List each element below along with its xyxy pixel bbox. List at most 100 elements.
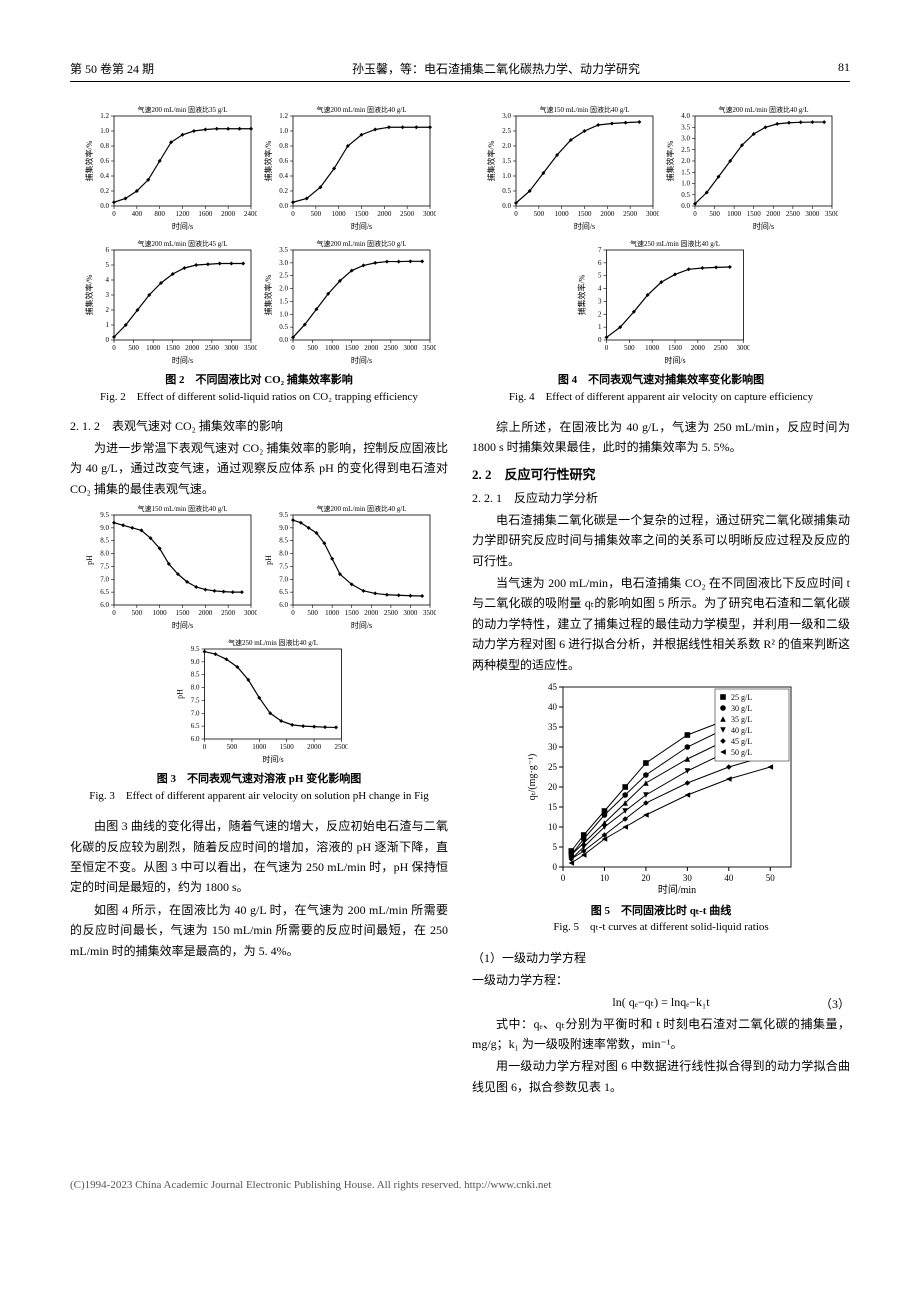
svg-text:500: 500 [534,210,545,218]
page-footer: (C)1994-2023 China Academic Journal Elec… [0,1179,920,1211]
svg-text:0: 0 [561,873,566,883]
svg-text:6.5: 6.5 [100,588,109,596]
svg-text:500: 500 [227,743,238,751]
svg-text:20: 20 [548,782,558,792]
svg-text:1500: 1500 [345,344,360,352]
para-2-1-2-4: 综上所述，在固液比为 40 g/L，气速为 250 mL/min，反应时间为 1… [472,417,850,458]
svg-text:1.0: 1.0 [502,172,511,180]
svg-text:0.5: 0.5 [279,323,288,331]
svg-text:8.0: 8.0 [279,550,288,558]
svg-text:1.5: 1.5 [681,168,690,176]
eq-desc: 式中：qₑ、qₜ分别为平衡时和 t 时刻电石渣对二氧化碳的捕集量，mg/g；k₁… [472,1014,850,1055]
page-header: 第 50 卷第 24 期 孙玉馨，等：电石渣捕集二氧化碳热力学、动力学研究 81 [70,60,850,82]
svg-text:7.0: 7.0 [191,709,200,717]
svg-text:1.0: 1.0 [100,127,109,135]
svg-text:捕集效率/%: 捕集效率/% [84,140,94,181]
svg-text:0.2: 0.2 [100,187,109,195]
svg-text:2: 2 [106,306,110,314]
svg-text:6: 6 [106,246,110,254]
svg-text:3.0: 3.0 [681,135,690,143]
svg-text:5: 5 [106,261,110,269]
svg-text:1500: 1500 [668,344,683,352]
svg-text:1.5: 1.5 [502,157,511,165]
svg-text:30: 30 [683,873,693,883]
svg-text:10: 10 [600,873,610,883]
svg-text:2000: 2000 [364,609,379,617]
svg-text:捕集效率/%: 捕集效率/% [486,140,496,181]
svg-text:2.5: 2.5 [681,146,690,154]
svg-text:0: 0 [291,210,295,218]
svg-text:50: 50 [766,873,776,883]
svg-text:0: 0 [112,210,116,218]
svg-text:0.5: 0.5 [502,187,511,195]
svg-text:9.5: 9.5 [279,511,288,519]
svg-text:气速200 mL/min 固液比40 g/L: 气速200 mL/min 固液比40 g/L [316,105,406,114]
svg-text:8.5: 8.5 [100,537,109,545]
svg-text:1.2: 1.2 [100,112,109,120]
svg-text:9.0: 9.0 [191,658,200,666]
svg-text:1500: 1500 [345,609,360,617]
svg-text:3.5: 3.5 [681,123,690,131]
svg-text:15: 15 [548,802,558,812]
svg-text:500: 500 [307,344,318,352]
svg-text:0.5: 0.5 [681,191,690,199]
svg-text:500: 500 [709,210,720,218]
svg-text:2000: 2000 [185,344,200,352]
svg-text:气速150 mL/min 固液比40 g/L: 气速150 mL/min 固液比40 g/L [137,504,227,513]
svg-text:1500: 1500 [166,344,181,352]
svg-text:1: 1 [598,323,602,331]
svg-text:气速250 mL/min 固液比40 g/L: 气速250 mL/min 固液比40 g/L [630,239,720,248]
svg-text:1000: 1000 [332,210,347,218]
svg-text:时间/s: 时间/s [664,355,685,365]
svg-text:8.5: 8.5 [279,537,288,545]
svg-text:500: 500 [128,344,139,352]
svg-text:1.0: 1.0 [681,180,690,188]
svg-text:1500: 1500 [280,743,295,751]
svg-text:7.5: 7.5 [100,563,109,571]
svg-text:30 g/L: 30 g/L [731,704,752,713]
fig5-caption: 图 5 不同固液比时 qₜ-t 曲线 Fig. 5 qₜ-t curves at… [472,903,850,936]
svg-text:pH: pH [85,555,94,565]
svg-text:3000: 3000 [403,344,418,352]
svg-text:0.2: 0.2 [279,187,288,195]
svg-text:500: 500 [624,344,635,352]
svg-text:1.5: 1.5 [279,297,288,305]
svg-text:500: 500 [311,210,322,218]
svg-text:2500: 2500 [400,210,415,218]
svg-text:35: 35 [548,722,558,732]
svg-text:6.0: 6.0 [279,601,288,609]
fig2-caption: 图 2 不同固液比对 CO₂ 捕集效率影响 Fig. 2 Effect of d… [70,372,448,405]
svg-text:2500: 2500 [221,609,236,617]
right-column: 0500100015002000250030000.00.51.01.52.02… [472,102,850,1099]
svg-text:9.5: 9.5 [100,511,109,519]
svg-text:3500: 3500 [423,344,436,352]
svg-text:1.0: 1.0 [279,310,288,318]
svg-text:0.8: 0.8 [279,142,288,150]
svg-text:气速200 mL/min 固液比40 g/L: 气速200 mL/min 固液比40 g/L [718,105,808,114]
svg-text:时间/s: 时间/s [753,221,774,231]
svg-text:40: 40 [548,702,558,712]
svg-text:3000: 3000 [244,609,257,617]
svg-text:1000: 1000 [146,344,161,352]
svg-text:0.8: 0.8 [100,142,109,150]
svg-text:0: 0 [203,743,207,751]
svg-text:0.0: 0.0 [279,202,288,210]
svg-text:6.5: 6.5 [279,588,288,596]
svg-text:0: 0 [291,609,295,617]
svg-text:0: 0 [553,862,558,872]
svg-text:6.0: 6.0 [191,735,200,743]
para-2-2-1-2: 当气速为 200 mL/min，电石渣捕集 CO₂ 在不同固液比下反应时间 t … [472,573,850,675]
svg-text:1: 1 [106,321,110,329]
svg-text:45: 45 [548,682,558,692]
svg-text:0: 0 [605,344,609,352]
svg-text:捕集效率/%: 捕集效率/% [577,274,587,315]
svg-text:2500: 2500 [335,743,348,751]
svg-text:1500: 1500 [176,609,191,617]
svg-text:4: 4 [598,285,602,293]
svg-text:2000: 2000 [691,344,706,352]
svg-text:时间/min: 时间/min [658,883,696,896]
figure-4: 0500100015002000250030000.00.51.01.52.02… [472,102,850,366]
svg-text:气速200 mL/min 固液比40 g/L: 气速200 mL/min 固液比40 g/L [316,504,406,513]
svg-text:3.0: 3.0 [502,112,511,120]
figure-2: 040080012001600200024000.00.20.40.60.81.… [70,102,448,366]
